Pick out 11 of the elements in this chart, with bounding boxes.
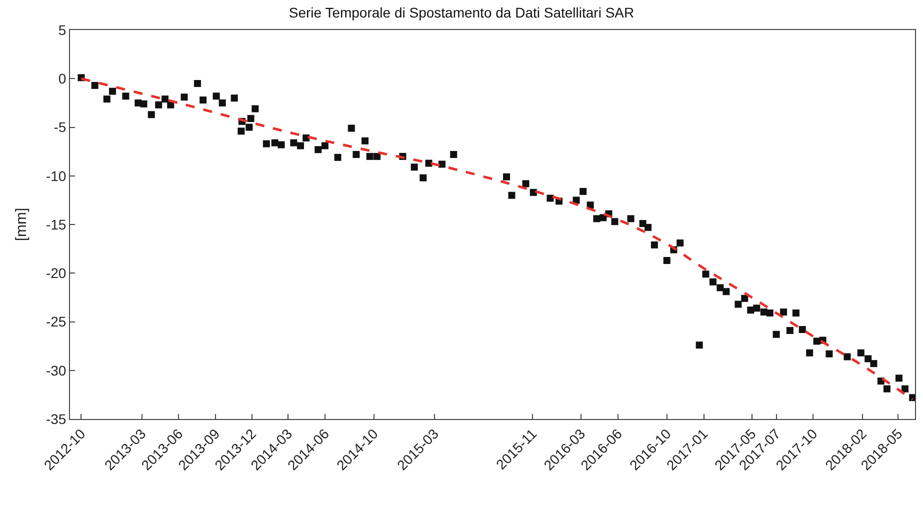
y-tick-label: -20 [46, 265, 66, 282]
y-tick-label: 0 [58, 70, 66, 87]
y-tick-label: -10 [46, 168, 66, 184]
y-tick-label: -15 [46, 216, 66, 232]
chart-title: Serie Temporale di Spostamento da Dati Satellitari SAR [288, 4, 634, 20]
y-tick-label: -25 [46, 314, 66, 330]
y-tick-label: 5 [58, 22, 66, 38]
y-tick-label: -5 [54, 119, 66, 136]
y-tick-label: -30 [46, 362, 66, 378]
y-axis-title: [mm] [13, 208, 30, 242]
y-tick-label: -35 [46, 410, 66, 427]
